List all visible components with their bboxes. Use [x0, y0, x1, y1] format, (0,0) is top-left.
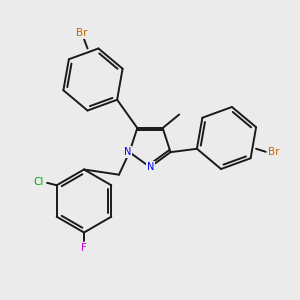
Text: N: N: [124, 147, 132, 157]
Text: Cl: Cl: [34, 177, 44, 187]
Text: F: F: [81, 243, 87, 253]
Text: Br: Br: [268, 147, 279, 158]
Text: Br: Br: [76, 28, 88, 38]
Text: N: N: [147, 162, 154, 172]
